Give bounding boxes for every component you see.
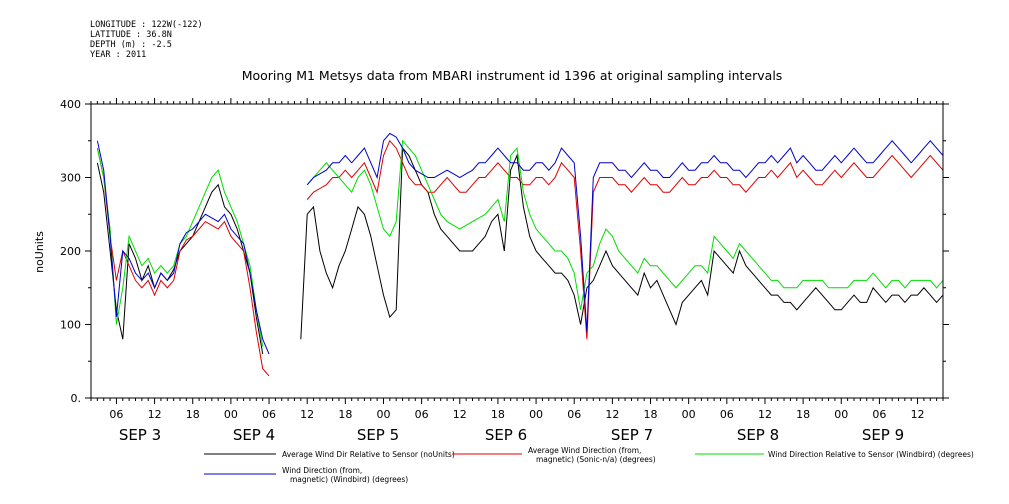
x-tick-label: 18: [338, 408, 352, 421]
longitude-text: LONGITUDE : 122W(-122): [90, 20, 203, 30]
legend-label-3: Wind Direction Relative to Sensor (Windb…: [768, 450, 974, 459]
series-line-2: [96, 139, 944, 377]
legend-label-2-line2: magnetic) (Sonic-n/a) (degrees): [536, 455, 656, 464]
x-tick-label: 00: [224, 408, 238, 421]
plot-area: [96, 132, 944, 377]
x-day-label: SEP 9: [862, 426, 904, 444]
series-line-4: [96, 132, 944, 355]
x-tick-label: 06: [720, 408, 734, 421]
x-tick-label: 06: [872, 408, 886, 421]
x-tick-label: 06: [415, 408, 429, 421]
x-tick-label: 06: [567, 408, 581, 421]
legend-label-2: Average Wind Direction (from,: [528, 446, 641, 455]
x-tick-label: 12: [300, 408, 314, 421]
legend: Average Wind Dir Relative to Sensor (noU…: [204, 446, 974, 484]
y-tick-label: 0.: [71, 392, 82, 405]
depth-text: DEPTH (m) : -2.5: [90, 40, 172, 50]
series-line-1: [96, 146, 944, 354]
metadata-block: LONGITUDE : 122W(-122) LATITUDE : 36.8N …: [90, 20, 203, 60]
legend-label-1: Average Wind Dir Relative to Sensor (noU…: [282, 450, 455, 459]
chart-title: Mooring M1 Metsys data from MBARI instru…: [242, 68, 783, 83]
x-tick-label: 12: [911, 408, 925, 421]
y-axis-label: noUnits: [33, 231, 46, 273]
x-tick-label: 18: [186, 408, 200, 421]
x-tick-label: 18: [644, 408, 658, 421]
x-tick-label: 18: [491, 408, 505, 421]
y-tick-label: 300: [60, 172, 81, 185]
x-tick-label: 00: [376, 408, 390, 421]
x-tick-label: 06: [262, 408, 276, 421]
x-day-label: SEP 4: [233, 426, 275, 444]
x-day-label: SEP 5: [357, 426, 399, 444]
x-tick-label: 18: [796, 408, 810, 421]
year-text: YEAR : 2011: [90, 50, 147, 60]
y-tick-label: 200: [60, 245, 81, 258]
series-line-3: [96, 139, 944, 347]
y-tick-label: 100: [60, 319, 81, 332]
axes: 0. 100 200 300 400 06 12 18 00 06 12 18 00 06 12 18 00 06…: [60, 98, 949, 444]
x-tick-label: 12: [605, 408, 619, 421]
x-day-label: SEP 3: [119, 426, 161, 444]
x-tick-label: 06: [109, 408, 123, 421]
x-tick-label: 12: [453, 408, 467, 421]
x-tick-label: 00: [682, 408, 696, 421]
x-tick-label: 12: [148, 408, 162, 421]
x-day-label: SEP 8: [737, 426, 779, 444]
x-tick-label: 00: [529, 408, 543, 421]
x-tick-label: 12: [758, 408, 772, 421]
latitude-text: LATITUDE : 36.8N: [90, 30, 172, 40]
x-day-label: SEP 7: [611, 426, 653, 444]
x-tick-label: 00: [834, 408, 848, 421]
legend-label-4: Wind Direction (from,: [282, 466, 362, 475]
legend-label-4-line2: magnetic) (Windbird) (degrees): [290, 475, 408, 484]
y-tick-label: 400: [60, 98, 81, 111]
x-day-label: SEP 6: [485, 426, 527, 444]
